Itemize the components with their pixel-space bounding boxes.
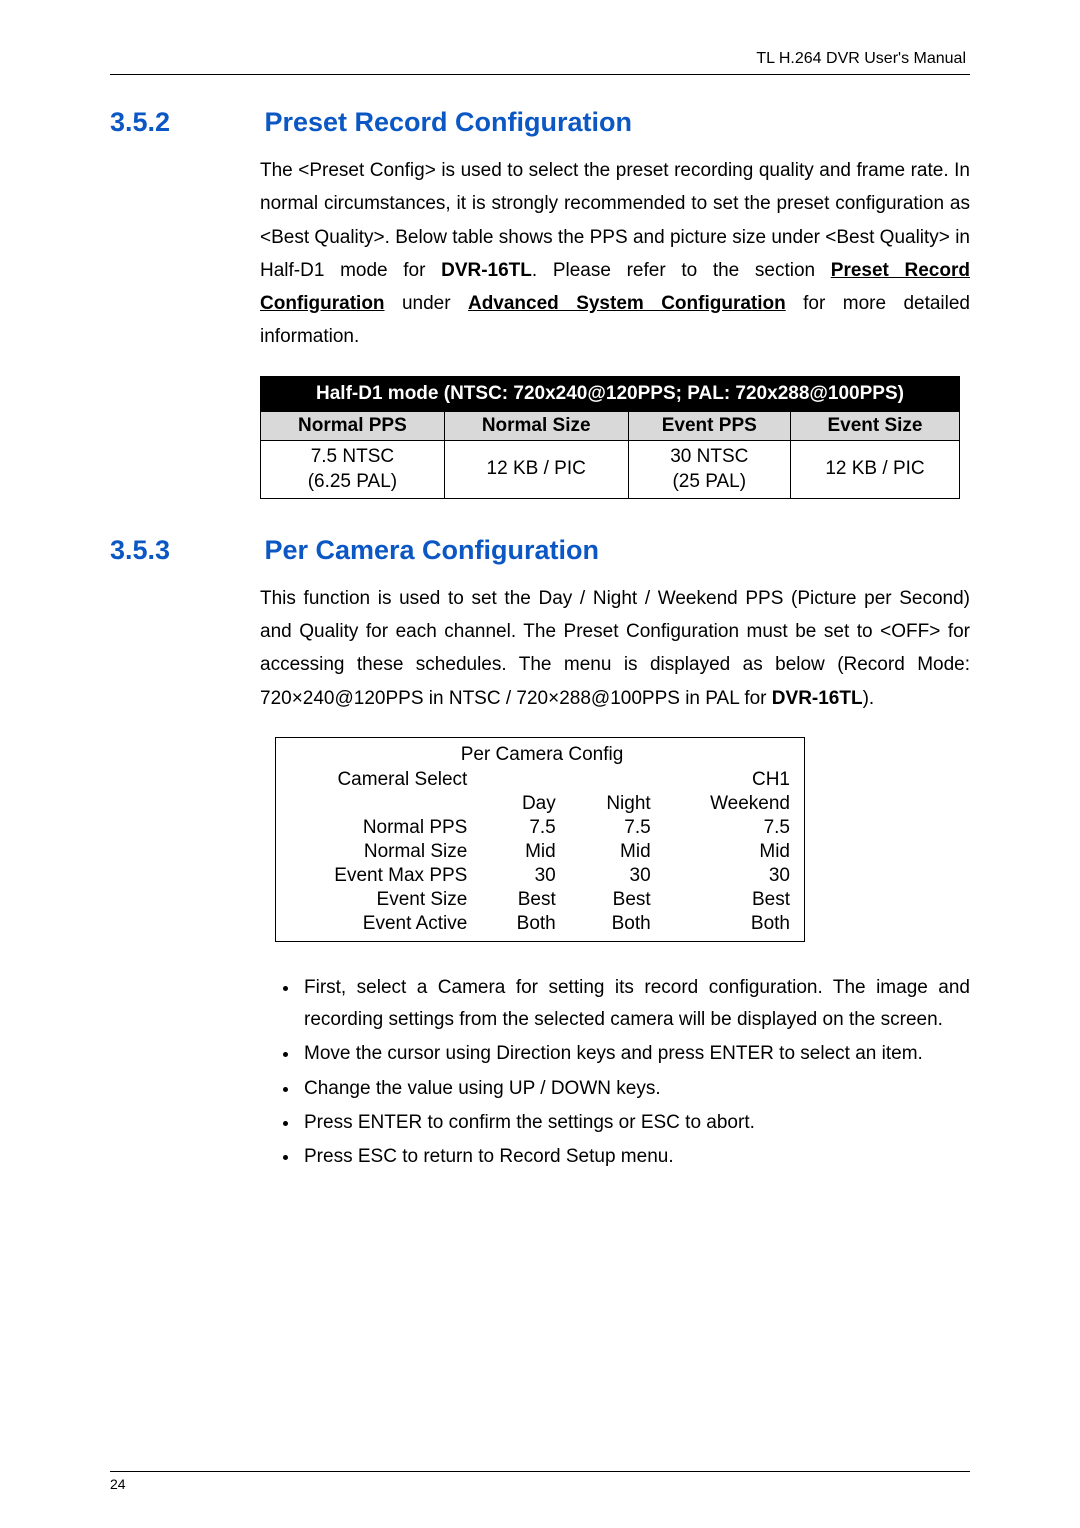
- col-header: Event PPS: [628, 411, 790, 440]
- table1-header: Half-D1 mode (NTSC: 720x240@120PPS; PAL:…: [261, 376, 960, 411]
- row-label: [276, 792, 482, 816]
- cell: 30 NTSC (25 PAL): [628, 440, 790, 498]
- per-camera-table: Per Camera Config Cameral Select CH1 Day…: [275, 737, 805, 942]
- underline-text: Advanced System Configuration: [468, 293, 786, 314]
- text: ).: [863, 688, 875, 709]
- section-heading-353: 3.5.3 Per Camera Configuration: [110, 535, 970, 566]
- cell: Best: [665, 888, 805, 912]
- list-item: Change the value using UP / DOWN keys.: [300, 1073, 970, 1105]
- col-header: Normal Size: [444, 411, 628, 440]
- bold-text: DVR-16TL: [772, 688, 863, 709]
- cell: Best: [570, 888, 665, 912]
- section-title: Per Camera Configuration: [264, 535, 599, 566]
- manual-header: TL H.264 DVR User's Manual: [110, 50, 970, 68]
- cell: Mid: [481, 840, 569, 864]
- cell: 7.5: [570, 816, 665, 840]
- list-item: Press ESC to return to Record Setup menu…: [300, 1141, 970, 1173]
- half-d1-table: Half-D1 mode (NTSC: 720x240@120PPS; PAL:…: [260, 376, 960, 499]
- cell: 7.5: [481, 816, 569, 840]
- text: 7.5 NTSC: [311, 446, 394, 467]
- section1-paragraph: The <Preset Config> is used to select th…: [260, 154, 970, 354]
- row-label: Normal Size: [276, 840, 482, 864]
- cell: CH1: [481, 768, 804, 792]
- cell: Both: [481, 912, 569, 942]
- header-rule: [110, 74, 970, 75]
- list-item: Move the cursor using Direction keys and…: [300, 1038, 970, 1070]
- bold-text: DVR-16TL: [441, 260, 532, 281]
- row-label: Event Max PPS: [276, 864, 482, 888]
- col-header: Day: [481, 792, 569, 816]
- section-heading-352: 3.5.2 Preset Record Configuration: [110, 107, 970, 138]
- text: 30 NTSC: [670, 446, 748, 467]
- cell: 7.5: [665, 816, 805, 840]
- cell: 12 KB / PIC: [790, 440, 959, 498]
- section-number: 3.5.2: [110, 107, 260, 138]
- cell: 30: [665, 864, 805, 888]
- row-label: Event Size: [276, 888, 482, 912]
- cell: 30: [481, 864, 569, 888]
- cell: 7.5 NTSC (6.25 PAL): [261, 440, 445, 498]
- page-number: 24: [110, 1476, 970, 1492]
- table2-title: Per Camera Config: [276, 737, 805, 768]
- cell: Both: [570, 912, 665, 942]
- section2-paragraph: This function is used to set the Day / N…: [260, 582, 970, 715]
- footer-rule: [110, 1471, 970, 1472]
- section-title: Preset Record Configuration: [264, 107, 632, 138]
- section-number: 3.5.3: [110, 535, 260, 566]
- cell: Mid: [665, 840, 805, 864]
- cell: Both: [665, 912, 805, 942]
- col-header: Event Size: [790, 411, 959, 440]
- list-item: First, select a Camera for setting its r…: [300, 972, 970, 1037]
- col-header: Weekend: [665, 792, 805, 816]
- text: . Please refer to the section: [532, 260, 831, 281]
- cell: Mid: [570, 840, 665, 864]
- cell: 12 KB / PIC: [444, 440, 628, 498]
- row-label: Event Active: [276, 912, 482, 942]
- text: (25 PAL): [672, 471, 746, 492]
- row-label: Normal PPS: [276, 816, 482, 840]
- cell: 30: [570, 864, 665, 888]
- col-header: Night: [570, 792, 665, 816]
- list-item: Press ENTER to confirm the settings or E…: [300, 1107, 970, 1139]
- page-footer: 24: [110, 1471, 970, 1492]
- col-header: Normal PPS: [261, 411, 445, 440]
- text: (6.25 PAL): [308, 471, 397, 492]
- row-label: Cameral Select: [276, 768, 482, 792]
- cell: Best: [481, 888, 569, 912]
- bullet-list: First, select a Camera for setting its r…: [270, 972, 970, 1174]
- text: under: [385, 293, 468, 314]
